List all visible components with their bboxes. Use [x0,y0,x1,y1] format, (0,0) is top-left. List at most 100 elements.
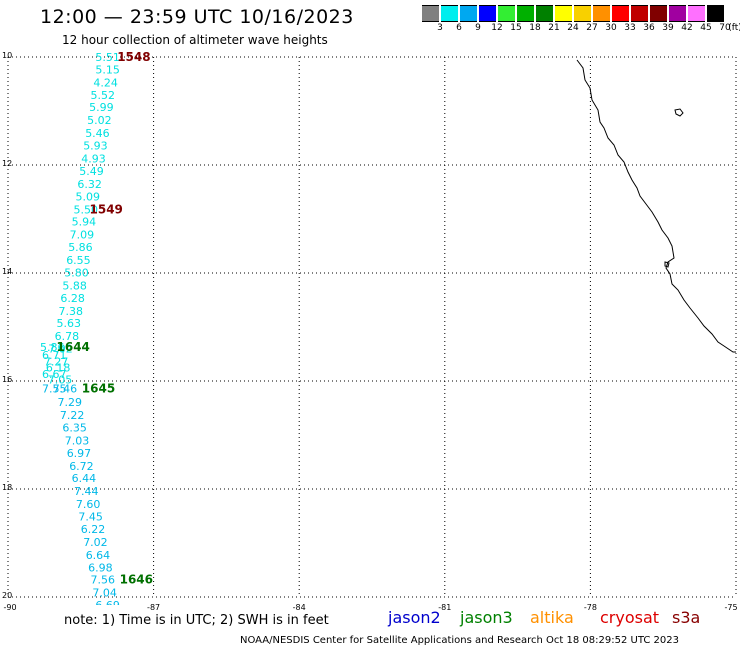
wave-height-reading: 6.64 [86,549,111,562]
color-swatch-label: 3 [437,23,443,33]
satellite-legend-s3a: s3a [672,608,701,627]
wave-height-reading: 5.02 [87,114,112,127]
wave-readings: 5.515.154.245.525.995.025.465.934.935.49… [40,51,120,605]
wave-height-reading: 7.22 [60,409,85,422]
island-outline [664,261,670,268]
color-swatch-label: 36 [643,23,655,33]
color-swatch [688,5,705,22]
color-swatch [631,5,648,22]
color-swatch-label: 27 [586,23,598,33]
color-swatch [555,5,572,22]
color-swatch [650,5,667,22]
latitude-label: 20 [2,591,13,600]
wave-height-reading: 5.86 [40,341,65,354]
pass-time-label: 1646 [120,573,153,587]
pass-time-label: 1645 [82,382,115,396]
pass-labels: 1548 1549 1644 1645 1646 [57,50,154,587]
pass-time-label: 1549 [90,202,123,216]
wave-height-reading: 7.44 [74,485,99,498]
wave-height-reading: 5.80 [64,267,89,280]
footer-credit: NOAA/NESDIS Center for Satellite Applica… [240,635,679,646]
wave-height-reading: 6.98 [88,561,113,574]
satellite-legend-altika: altika [530,608,574,627]
color-swatch [460,5,477,22]
satellite-legend-jason2: jason2 [388,608,441,627]
wave-height-reading: 5.50 [74,203,99,216]
wave-height-reading: 6.69 [95,599,120,605]
satellite-legend-cryosat: cryosat [600,608,660,627]
latitude-label: 12 [2,159,13,168]
wave-height-reading: 6.71 [42,349,67,362]
color-swatch-label: 45 [700,23,712,33]
color-swatch [574,5,591,22]
wave-height-reading: 5.93 [83,140,108,153]
color-swatch-label: 6 [456,23,462,33]
wave-height-reading: 6.32 [77,178,102,191]
wave-height-reading: 6.35 [62,421,87,434]
color-swatch-label: 21 [548,23,560,33]
color-swatch-label: 18 [529,23,541,33]
wave-height-reading: 7.09 [70,229,95,242]
wave-height-reading: 7.05 [48,373,73,386]
latitude-label: 18 [2,483,13,492]
color-swatch [441,5,458,22]
wave-height-reading: 5.86 [68,241,93,254]
wave-height-reading: 7.02 [83,536,108,549]
wave-height-reading: 7.60 [76,498,101,511]
color-scale-unit: (ft) [728,23,740,33]
color-swatch [536,5,553,22]
wave-height-reading: 7.27 [44,356,69,369]
wave-height-reading: 6.72 [69,460,94,473]
units-note: note: 1) Time is in UTC; 2) SWH is in fe… [64,613,329,628]
color-swatch-label: 70 [719,23,731,33]
wave-height-reading: 6.55 [66,254,91,267]
wave-height-reading: 7.04 [92,587,117,600]
color-swatch-label: 9 [475,23,481,33]
wave-height-reading: 7.46 [53,383,77,396]
wave-height-reading: 7.02 [48,343,73,356]
wave-height-reading: 5.51 [95,51,120,64]
pass-time-label: 1548 [117,50,150,64]
coastline [576,59,736,353]
wave-height-reading: 5.15 [95,63,120,76]
wave-height-reading: 6.22 [81,523,106,536]
color-swatch-label: 30 [605,23,617,33]
wave-height-reading: 7.29 [58,396,83,409]
island-outline [674,108,684,117]
wave-height-reading: 6.44 [72,472,97,485]
color-swatch-label: 42 [681,23,693,33]
longitude-label: -78 [583,603,597,612]
color-swatch [612,5,629,22]
wave-height-reading: 5.94 [72,216,97,229]
color-swatch [422,5,439,22]
wave-height-reading: 6.67 [42,368,67,381]
wave-height-reading: 5.52 [91,89,116,102]
page-subtitle: 12 hour collection of altimeter wave hei… [62,33,328,47]
wave-height-reading: 6.28 [60,292,85,305]
wave-height-reading: 7.56 [91,574,116,587]
color-swatch-label: 12 [491,23,503,33]
wave-height-map: 5.515.154.245.525.995.025.465.934.935.49… [7,50,737,605]
wave-height-reading: 5.63 [57,317,82,330]
longitude-label: -90 [3,603,17,612]
latitude-label: 16 [2,375,13,384]
map-grid [7,56,737,598]
latitude-label: 10 [2,51,13,60]
color-swatch-label: 24 [567,23,579,33]
longitude-label: -87 [147,603,161,612]
wave-height-reading: 5.99 [89,101,114,114]
satellite-legend-jason3: jason3 [460,608,513,627]
page-title: 12:00 — 23:59 UTC 10/16/2023 [40,6,354,28]
pass-time-label: 1644 [57,340,90,354]
color-swatch [517,5,534,22]
wave-height-reading: 6.78 [55,330,80,343]
color-swatch-label: 33 [624,23,636,33]
longitude-label: -81 [438,603,452,612]
wave-height-reading: 4.24 [93,76,118,89]
wave-height-reading: 7.38 [59,305,84,318]
wave-height-reading: 6.97 [67,447,92,460]
wave-height-reading: 5.46 [85,127,110,140]
wave-height-reading: 7.03 [65,434,90,447]
color-swatch [707,5,724,22]
wave-height-reading: 4.93 [81,153,106,166]
